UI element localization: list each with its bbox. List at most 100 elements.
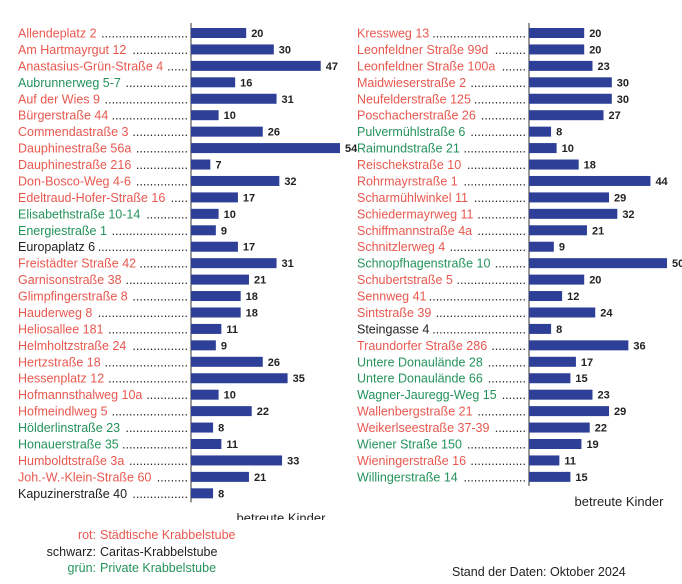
bar <box>191 192 238 203</box>
bar-label: Wagner-Jauregg-Weg 15 <box>357 388 497 402</box>
bar-label: Auf der Wies 9 <box>18 92 100 106</box>
leader-dots: .......... <box>491 339 526 353</box>
value-label: 32 <box>284 176 296 188</box>
bar <box>529 192 610 203</box>
bar-label: Willingerstraße 14 <box>357 470 458 484</box>
value-label: 26 <box>268 357 280 369</box>
bar-label: Neufelderstraße 125 <box>357 92 471 106</box>
legend-caritas: schwarz: Caritas-Krabbelstube <box>0 544 250 561</box>
leader-dots: ....... <box>502 59 526 73</box>
leader-dots: ................... <box>122 438 188 452</box>
bar-label: Hölderlinstraße 23 <box>18 421 120 435</box>
leader-dots: ................ <box>470 76 526 90</box>
leader-dots: ......... <box>495 43 526 57</box>
leader-dots: ....................... <box>108 322 188 336</box>
leader-dots: ......... <box>157 470 188 484</box>
bar-label: Bürgerstraße 44 <box>18 109 108 123</box>
value-label: 22 <box>595 423 607 435</box>
bar <box>191 241 238 252</box>
bar <box>529 60 593 71</box>
bar <box>191 44 274 55</box>
value-label: 22 <box>257 406 269 418</box>
leader-dots: .......................... <box>98 306 188 320</box>
bar <box>529 258 667 269</box>
value-label: 18 <box>246 291 258 303</box>
value-label: 29 <box>614 192 626 204</box>
legend-private-key: grün: <box>67 561 97 575</box>
leader-dots: .................. <box>463 470 526 484</box>
value-label: 10 <box>224 110 236 122</box>
bar-label: Hofmannsthalweg 10a <box>18 388 142 402</box>
value-label: 54 <box>345 143 358 155</box>
value-label: 17 <box>243 242 255 254</box>
bar-label: Kressweg 13 <box>357 27 429 41</box>
leader-dots: ..... <box>171 191 188 205</box>
bar-label: Poschacherstraße 26 <box>357 109 476 123</box>
leader-dots: ................. <box>467 158 526 172</box>
legend-caritas-key: schwarz: <box>46 544 96 559</box>
bar-label: Leonfeldner Straße 100a <box>357 59 495 73</box>
bar <box>529 373 571 384</box>
leader-dots: ...................... <box>112 109 188 123</box>
value-label: 15 <box>575 472 587 484</box>
value-label: 8 <box>556 324 562 336</box>
bar-chart: Allendeplatz 2......................... 2… <box>18 23 682 520</box>
bar-label: Commendastraße 3 <box>18 125 129 139</box>
value-label: 30 <box>617 94 629 106</box>
leader-dots: ............... <box>474 191 526 205</box>
leader-dots: ............... <box>136 174 188 188</box>
bar <box>529 28 585 38</box>
bar <box>529 291 563 302</box>
value-label: 17 <box>243 192 255 204</box>
value-label: 9 <box>559 242 565 254</box>
leader-dots: ......... <box>495 421 526 435</box>
leader-dots: ......... <box>495 257 526 271</box>
leader-dots: ............... <box>136 158 188 172</box>
bar <box>529 471 571 482</box>
value-label: 16 <box>240 77 252 89</box>
bar-label: Schiedermayrweg 11 <box>357 207 474 221</box>
leader-dots: ................ <box>470 454 526 468</box>
value-label: 8 <box>556 127 562 139</box>
bar-label: Schnitzlerweg 4 <box>357 240 445 254</box>
value-label: 21 <box>592 225 604 237</box>
bar <box>191 340 216 351</box>
legend-city: rot: Städtische Krabbelstube <box>0 527 250 544</box>
value-label: 27 <box>609 110 621 122</box>
bar-label: Untere Donaulände 28 <box>357 355 483 369</box>
bar <box>191 60 321 71</box>
bar <box>529 93 612 104</box>
bar-label: Don-Bosco-Weg 4-6 <box>18 174 131 188</box>
value-label: 8 <box>218 423 224 435</box>
value-label: 10 <box>562 143 574 155</box>
bar <box>529 175 651 186</box>
legend: rot: Städtische Krabbelstube schwarz: Cari… <box>0 527 250 577</box>
bar-label: Am Hartmayrgut 12 <box>18 43 126 57</box>
bar <box>191 406 252 417</box>
leader-dots: ........... <box>488 355 526 369</box>
leader-dots: ............... <box>474 92 526 106</box>
bar <box>191 373 288 384</box>
bar <box>191 455 283 466</box>
bar <box>191 175 280 186</box>
value-label: 20 <box>589 28 601 40</box>
bar-label: Schubertstraße 5 <box>357 273 453 287</box>
legend-private-label: Private Krabbelstube <box>100 561 217 575</box>
bar-label: Steingasse 4 <box>357 322 429 336</box>
bar <box>191 110 219 121</box>
leader-dots: ....................... <box>108 372 188 386</box>
bar-label: Elisabethstraße 10-14 <box>18 207 140 221</box>
leader-dots: ............ <box>146 388 188 402</box>
bar <box>191 471 249 482</box>
value-label: 17 <box>581 357 593 369</box>
bar <box>529 356 576 367</box>
value-label: 18 <box>246 307 258 319</box>
leader-dots: .............. <box>477 207 526 221</box>
leader-dots: .................. <box>463 142 526 156</box>
bar-label: Honauerstraße 35 <box>18 438 119 452</box>
bar-label: Schiffmannstraße 4a <box>357 224 472 238</box>
value-label: 30 <box>617 77 629 89</box>
leader-dots: ................ <box>132 487 188 501</box>
value-label: 36 <box>633 340 645 352</box>
leader-dots: ................. <box>129 454 188 468</box>
